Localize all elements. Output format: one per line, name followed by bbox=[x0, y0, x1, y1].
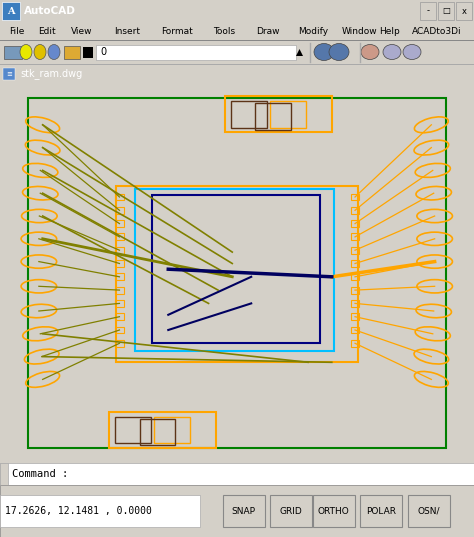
Bar bbox=[115, 260, 124, 267]
Bar bbox=[115, 287, 124, 294]
Text: □: □ bbox=[442, 6, 450, 16]
Bar bbox=[3, 68, 15, 80]
Text: A: A bbox=[7, 6, 15, 16]
Text: AutoCAD: AutoCAD bbox=[24, 6, 76, 16]
Bar bbox=[351, 340, 359, 347]
Text: Tools: Tools bbox=[213, 26, 236, 35]
Bar bbox=[351, 247, 359, 253]
Bar bbox=[313, 495, 355, 527]
Bar bbox=[115, 273, 124, 280]
Bar bbox=[4, 46, 22, 59]
Ellipse shape bbox=[314, 43, 334, 61]
Bar bbox=[255, 103, 291, 130]
Text: ACADto3Di: ACADto3Di bbox=[412, 26, 462, 35]
Text: Draw: Draw bbox=[256, 26, 280, 35]
Text: Format: Format bbox=[161, 26, 193, 35]
Bar bbox=[115, 247, 124, 253]
Bar bbox=[115, 220, 124, 227]
Bar bbox=[64, 46, 80, 59]
Bar bbox=[456, 2, 472, 20]
Bar bbox=[83, 47, 93, 58]
Bar bbox=[0, 463, 8, 485]
Bar bbox=[351, 193, 359, 200]
Bar bbox=[0, 40, 474, 41]
Bar bbox=[115, 234, 124, 241]
Bar bbox=[115, 207, 124, 214]
Bar bbox=[351, 313, 359, 320]
Bar bbox=[2, 2, 20, 20]
Bar bbox=[115, 340, 124, 347]
Bar bbox=[351, 234, 359, 241]
Ellipse shape bbox=[361, 45, 379, 60]
Bar bbox=[438, 2, 454, 20]
Bar bbox=[360, 495, 402, 527]
Text: File: File bbox=[9, 26, 25, 35]
Text: Window: Window bbox=[341, 26, 377, 35]
Bar bbox=[116, 186, 358, 362]
Bar bbox=[351, 287, 359, 294]
Ellipse shape bbox=[20, 45, 32, 60]
Bar bbox=[28, 98, 446, 448]
Bar bbox=[115, 313, 124, 320]
Text: x: x bbox=[462, 6, 466, 16]
Bar bbox=[270, 495, 312, 527]
Bar bbox=[351, 220, 359, 227]
Text: 17.2626, 12.1481 , 0.0000: 17.2626, 12.1481 , 0.0000 bbox=[5, 506, 152, 516]
Ellipse shape bbox=[34, 45, 46, 60]
Bar bbox=[408, 495, 450, 527]
Text: SNAP: SNAP bbox=[232, 506, 256, 516]
Bar bbox=[351, 207, 359, 214]
Text: Edit: Edit bbox=[38, 26, 55, 35]
Text: Command :: Command : bbox=[12, 469, 68, 479]
Bar bbox=[96, 45, 296, 60]
Ellipse shape bbox=[48, 45, 60, 60]
Bar bbox=[115, 193, 124, 200]
Bar bbox=[351, 300, 359, 307]
Bar bbox=[351, 273, 359, 280]
Bar bbox=[140, 418, 175, 445]
Text: -: - bbox=[427, 6, 429, 16]
Bar bbox=[154, 417, 190, 443]
Bar bbox=[115, 417, 151, 443]
Bar bbox=[223, 495, 265, 527]
Text: ORTHO: ORTHO bbox=[318, 506, 350, 516]
Bar bbox=[115, 326, 124, 333]
Bar bbox=[0, 495, 200, 527]
Text: GRID: GRID bbox=[280, 506, 302, 516]
Ellipse shape bbox=[383, 45, 401, 60]
Text: ≡: ≡ bbox=[6, 71, 12, 77]
Text: OSN/: OSN/ bbox=[418, 506, 440, 516]
Polygon shape bbox=[296, 49, 303, 56]
Bar bbox=[135, 190, 334, 351]
Bar bbox=[351, 260, 359, 267]
Text: Modify: Modify bbox=[299, 26, 329, 35]
Text: Help: Help bbox=[379, 26, 400, 35]
Bar bbox=[270, 101, 306, 128]
Bar bbox=[152, 195, 320, 343]
Bar bbox=[109, 412, 216, 448]
Text: Insert: Insert bbox=[114, 26, 140, 35]
Ellipse shape bbox=[329, 43, 349, 61]
Ellipse shape bbox=[403, 45, 421, 60]
Bar bbox=[231, 101, 267, 128]
Text: POLAR: POLAR bbox=[366, 506, 396, 516]
Text: stk_ram.dwg: stk_ram.dwg bbox=[20, 69, 82, 79]
Text: View: View bbox=[71, 26, 92, 35]
Bar bbox=[351, 326, 359, 333]
Bar bbox=[0, 64, 474, 65]
Bar bbox=[115, 300, 124, 307]
Text: 0: 0 bbox=[100, 47, 106, 57]
Bar bbox=[420, 2, 436, 20]
Bar bbox=[225, 96, 332, 133]
